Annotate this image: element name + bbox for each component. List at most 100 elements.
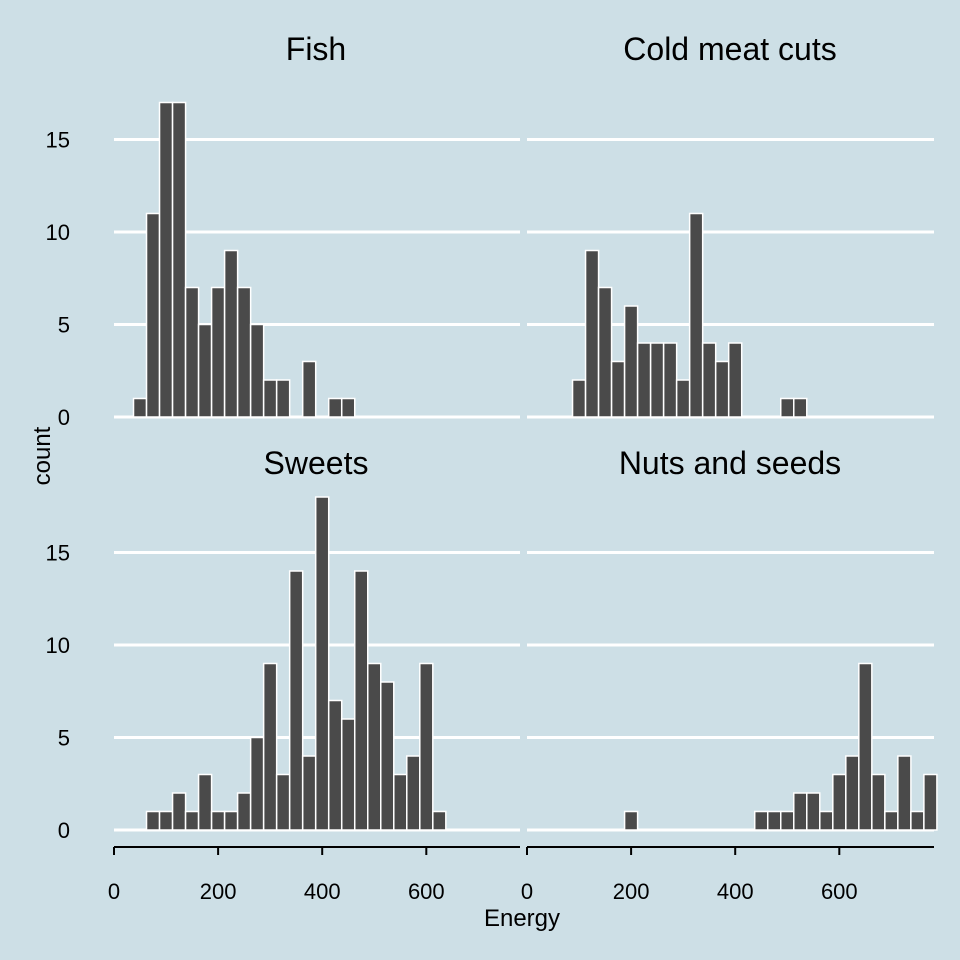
x-tick-label: 400 <box>717 879 754 904</box>
facet-panel-nuts-and-seeds: Nuts and seeds <box>527 445 938 832</box>
histogram-bar <box>584 249 600 418</box>
histogram-bar <box>327 699 343 831</box>
x-axis-title: Energy <box>484 905 560 932</box>
x-tick-label: 0 <box>521 879 533 904</box>
histogram-bar <box>171 101 187 418</box>
histogram-bar <box>184 286 200 418</box>
histogram-bar <box>223 810 239 831</box>
histogram-bar <box>432 810 447 831</box>
histogram-bar <box>393 773 408 831</box>
x-tick-label: 600 <box>821 879 858 904</box>
histogram-bar <box>406 755 421 831</box>
histogram-bar <box>675 379 691 418</box>
histogram-bar <box>171 792 187 831</box>
histogram-bar <box>275 773 291 831</box>
histogram-bar <box>793 397 808 418</box>
histogram-bar <box>223 249 239 418</box>
histogram-bar <box>897 755 912 831</box>
x-tick-label: 200 <box>200 879 237 904</box>
histogram-bar <box>884 810 899 831</box>
histogram-bar <box>623 810 639 831</box>
histogram-bar <box>145 212 161 418</box>
histogram-bar <box>571 379 587 418</box>
histogram-bar <box>249 736 265 831</box>
histogram-bar <box>780 810 795 831</box>
histogram-bar <box>819 810 834 831</box>
histogram-bars <box>571 212 808 418</box>
histogram-bar <box>636 342 652 418</box>
histogram-bar <box>314 496 330 831</box>
histogram-bar <box>649 342 665 418</box>
y-axis-title: count <box>29 426 56 485</box>
y-axes: 0 5 10 15 0 5 10 15 <box>46 128 70 844</box>
histogram-bar <box>858 662 873 831</box>
y-tick-label: 5 <box>58 726 70 751</box>
histogram-bar <box>793 792 808 831</box>
histogram-bar <box>197 773 213 831</box>
histogram-bar <box>780 397 795 418</box>
histogram-bar <box>236 286 252 418</box>
histogram-bar <box>727 342 743 418</box>
histogram-bar <box>597 286 613 418</box>
histogram-bar <box>753 810 769 831</box>
histogram-bar <box>688 212 704 418</box>
histogram-bar <box>288 570 304 831</box>
histogram-bars <box>623 662 938 831</box>
histogram-bar <box>367 662 382 831</box>
histogram-bar <box>923 773 938 831</box>
histogram-bar <box>275 379 291 418</box>
histogram-bar <box>262 379 278 418</box>
facet-title: Cold meat cuts <box>623 31 836 67</box>
histogram-bar <box>145 810 161 831</box>
histogram-bar <box>353 570 369 831</box>
histogram-bar <box>210 286 226 418</box>
y-tick-label: 5 <box>58 313 70 338</box>
histogram-bar <box>845 755 860 831</box>
facet-title: Fish <box>286 31 346 67</box>
histogram-bar <box>132 397 148 418</box>
histogram-bars <box>145 496 447 831</box>
histogram-bar <box>210 810 226 831</box>
histogram-bar <box>249 323 265 418</box>
histogram-bar <box>910 810 925 831</box>
y-tick-label: 15 <box>46 128 70 153</box>
facet-panel-cold-meat-cuts: Cold meat cuts <box>527 31 934 419</box>
histogram-bar <box>662 342 678 418</box>
histogram-bar <box>262 662 278 831</box>
facet-title: Sweets <box>264 445 369 481</box>
histogram-bar <box>623 305 639 418</box>
histogram-bar <box>701 342 717 418</box>
facet-panel-fish: Fish <box>114 31 520 419</box>
facet-panel-sweets: Sweets <box>114 445 520 832</box>
y-tick-label: 15 <box>46 541 70 566</box>
x-axes: 0 200 400 600 0 200 400 600 <box>108 846 934 904</box>
histogram-bar <box>714 360 730 418</box>
histogram-bar <box>301 360 317 418</box>
histogram-bar <box>832 773 847 831</box>
histogram-bar <box>158 810 174 831</box>
histogram-bar <box>766 810 782 831</box>
histogram-bar <box>806 792 821 831</box>
histogram-bar <box>184 810 200 831</box>
histogram-bar <box>236 792 252 831</box>
histogram-bar <box>340 397 356 418</box>
histogram-bar <box>610 360 626 418</box>
x-tick-label: 0 <box>108 879 120 904</box>
histogram-bar <box>340 718 356 831</box>
histogram-bar <box>158 101 174 418</box>
facet-title: Nuts and seeds <box>619 445 841 481</box>
y-tick-label: 0 <box>58 405 70 430</box>
histogram-bar <box>380 681 395 831</box>
x-tick-label: 400 <box>304 879 341 904</box>
histogram-bar <box>871 773 886 831</box>
histogram-bar <box>327 397 343 418</box>
x-tick-label: 600 <box>408 879 445 904</box>
y-tick-label: 10 <box>46 633 70 658</box>
histogram-bar <box>197 323 213 418</box>
histogram-bars <box>132 101 356 418</box>
histogram-bar <box>419 662 434 831</box>
y-tick-label: 10 <box>46 220 70 245</box>
x-tick-label: 200 <box>613 879 650 904</box>
y-tick-label: 0 <box>58 818 70 843</box>
